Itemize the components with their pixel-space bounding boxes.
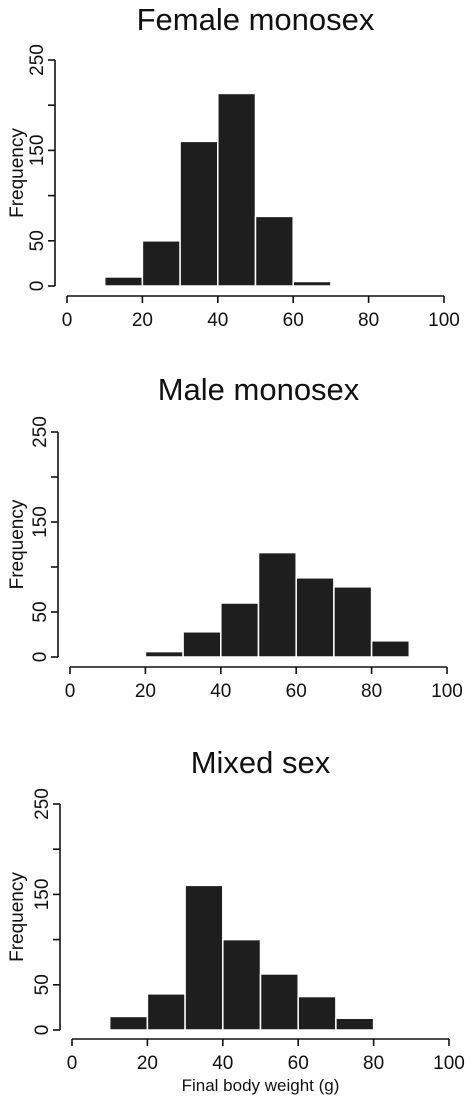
y-tick-label: 150 bbox=[32, 879, 53, 911]
histogram-bar bbox=[254, 215, 294, 287]
x-tick-label: 40 bbox=[212, 1053, 233, 1074]
y-tick-label: 150 bbox=[30, 506, 51, 538]
x-tick-label: 100 bbox=[428, 310, 460, 331]
x-tick-label: 20 bbox=[132, 310, 153, 331]
x-tick-label: 80 bbox=[358, 310, 379, 331]
y-tick-label: 150 bbox=[27, 135, 48, 167]
histogram-bar bbox=[103, 276, 144, 287]
histogram-bar bbox=[222, 938, 262, 1031]
histogram-bar bbox=[297, 995, 337, 1031]
y-axis-label: Frequency bbox=[7, 872, 28, 962]
y-tick-label: 50 bbox=[27, 230, 48, 251]
y-tick-label: 50 bbox=[30, 601, 51, 622]
histogram-bar bbox=[333, 586, 373, 658]
histogram-bar bbox=[220, 602, 260, 658]
y-tick-label: 250 bbox=[30, 416, 51, 448]
histogram-bar bbox=[295, 577, 335, 658]
x-tick-label: 60 bbox=[286, 681, 307, 702]
chart-panel-2: Male monosex 0 50 150 250 Frequency 0 20 40 60 80 1… bbox=[7, 372, 463, 702]
y-tick-label: 0 bbox=[30, 652, 51, 663]
y-tick-label: 250 bbox=[27, 44, 48, 76]
histogram-bar bbox=[370, 640, 411, 658]
chart-title: Female monosex bbox=[137, 2, 375, 37]
x-axis-label: Final body weight (g) bbox=[182, 1076, 340, 1095]
x-tick-label: 60 bbox=[288, 1053, 309, 1074]
y-tick-label: 50 bbox=[32, 974, 53, 995]
histogram-bar bbox=[146, 993, 186, 1031]
histogram-bar bbox=[292, 280, 332, 287]
x-tick-label: 20 bbox=[135, 681, 156, 702]
x-tick-label: 40 bbox=[210, 681, 231, 702]
histogram-bar bbox=[217, 92, 257, 287]
histogram-bar bbox=[182, 631, 222, 658]
histogram-bar bbox=[144, 650, 184, 658]
x-tick-label: 0 bbox=[67, 1053, 78, 1074]
histogram-bar bbox=[335, 1017, 375, 1031]
chart-panel-1: Female monosex 0 50 150 250 Frequency 0 20 40 60 8… bbox=[7, 2, 460, 331]
chart-title: Male monosex bbox=[158, 372, 360, 407]
x-tick-label: 100 bbox=[433, 1053, 465, 1074]
x-tick-label: 0 bbox=[62, 310, 73, 331]
histogram-bar bbox=[259, 973, 299, 1031]
y-tick-label: 250 bbox=[32, 788, 53, 820]
histogram-bar bbox=[108, 1015, 149, 1031]
x-tick-label: 80 bbox=[361, 681, 382, 702]
x-tick-label: 60 bbox=[283, 310, 304, 331]
x-tick-label: 100 bbox=[431, 681, 463, 702]
histogram-bar bbox=[257, 551, 297, 658]
histogram-bar bbox=[141, 240, 181, 287]
histogram-bar bbox=[179, 140, 219, 287]
x-tick-label: 80 bbox=[363, 1053, 384, 1074]
y-tick-label: 0 bbox=[27, 281, 48, 292]
chart-panel-3: Mixed sex 0 50 150 250 Frequency 0 20 40 60 80 100 F… bbox=[7, 745, 465, 1095]
x-tick-label: 40 bbox=[207, 310, 228, 331]
chart-title: Mixed sex bbox=[191, 745, 331, 780]
y-axis-label: Frequency bbox=[7, 128, 28, 218]
x-tick-label: 20 bbox=[137, 1053, 158, 1074]
y-axis-label: Frequency bbox=[7, 499, 28, 589]
histogram-bar bbox=[184, 884, 224, 1031]
y-tick-label: 0 bbox=[32, 1025, 53, 1036]
x-tick-label: 0 bbox=[65, 681, 76, 702]
